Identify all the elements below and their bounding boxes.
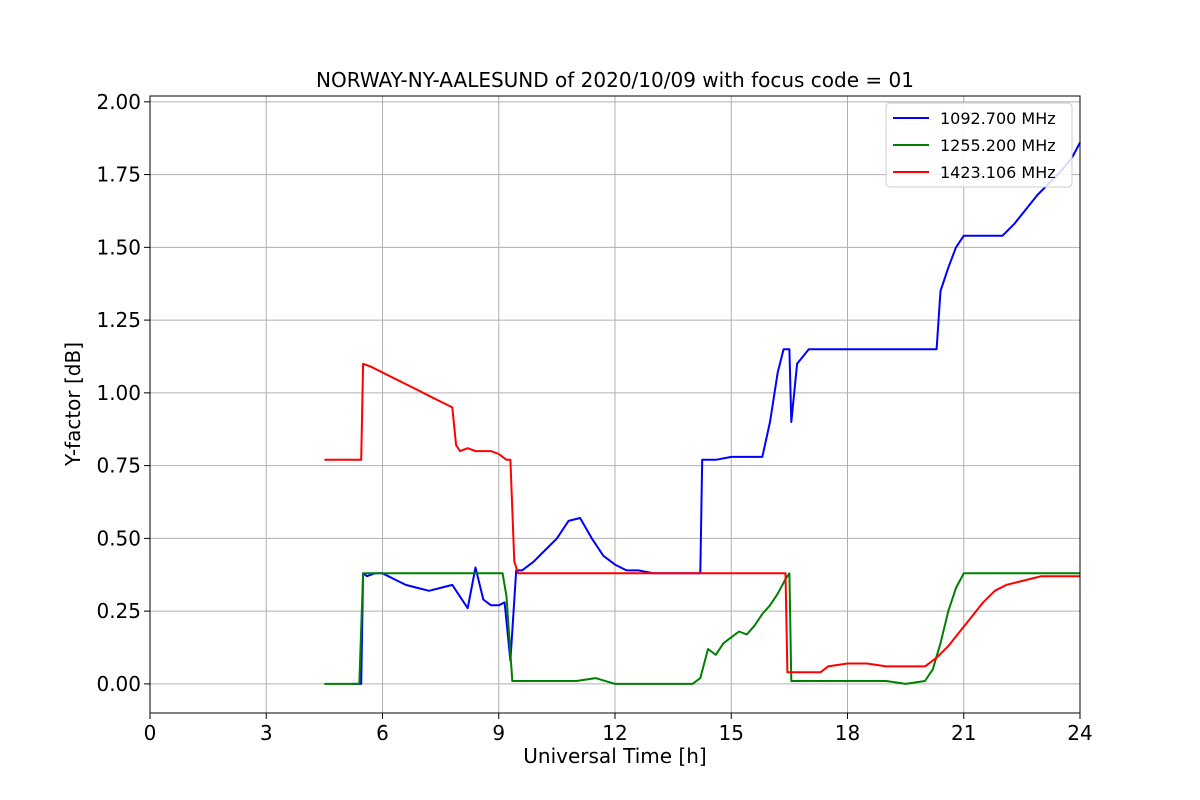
series-line-2 — [324, 572, 1080, 685]
x-tick-label: 12 — [602, 721, 627, 745]
y-tick-label: 0.75 — [96, 454, 141, 478]
y-tick-label: 1.00 — [96, 381, 141, 405]
x-tick-label: 18 — [835, 721, 860, 745]
y-tick-label: 1.75 — [96, 163, 141, 187]
series-lines — [324, 142, 1081, 685]
y-tick-label: 0.50 — [96, 526, 141, 550]
legend-entry: 1423.106 MHz — [940, 163, 1056, 182]
y-tick-label: 1.50 — [96, 235, 141, 259]
y-tick-label: 1.25 — [96, 308, 141, 332]
y-tick-label: 2.00 — [96, 90, 141, 114]
legend-box — [885, 102, 1073, 188]
x-tick-label: 3 — [260, 721, 273, 745]
x-tick-label: 9 — [492, 721, 505, 745]
ticks: 0 3 6 9 12 15 18 21 24 0.00 0.25 0.50 0.75 1.00 1.25 1.… — [96, 90, 1092, 745]
x-tick-label: 6 — [376, 721, 389, 745]
legend-entry: 1255.200 MHz — [940, 136, 1056, 155]
x-axis-label: Universal Time [h] — [523, 744, 706, 768]
x-tick-label: 0 — [144, 721, 157, 745]
series-line-3 — [324, 362, 1080, 674]
x-tick-label: 21 — [951, 721, 976, 745]
x-tick-label: 15 — [719, 721, 744, 745]
legend-entry: 1092.700 MHz — [940, 109, 1056, 128]
y-tick-label: 0.00 — [96, 672, 141, 696]
x-tick-label: 24 — [1067, 721, 1092, 745]
chart-title: NORWAY-NY-AALESUND of 2020/10/09 with fo… — [316, 68, 914, 92]
legend: 1092.700 MHz 1255.200 MHz 1423.106 MHz — [885, 102, 1073, 188]
y-tick-label: 0.25 — [96, 599, 141, 623]
y-axis-label: Y-factor [dB] — [61, 342, 85, 467]
